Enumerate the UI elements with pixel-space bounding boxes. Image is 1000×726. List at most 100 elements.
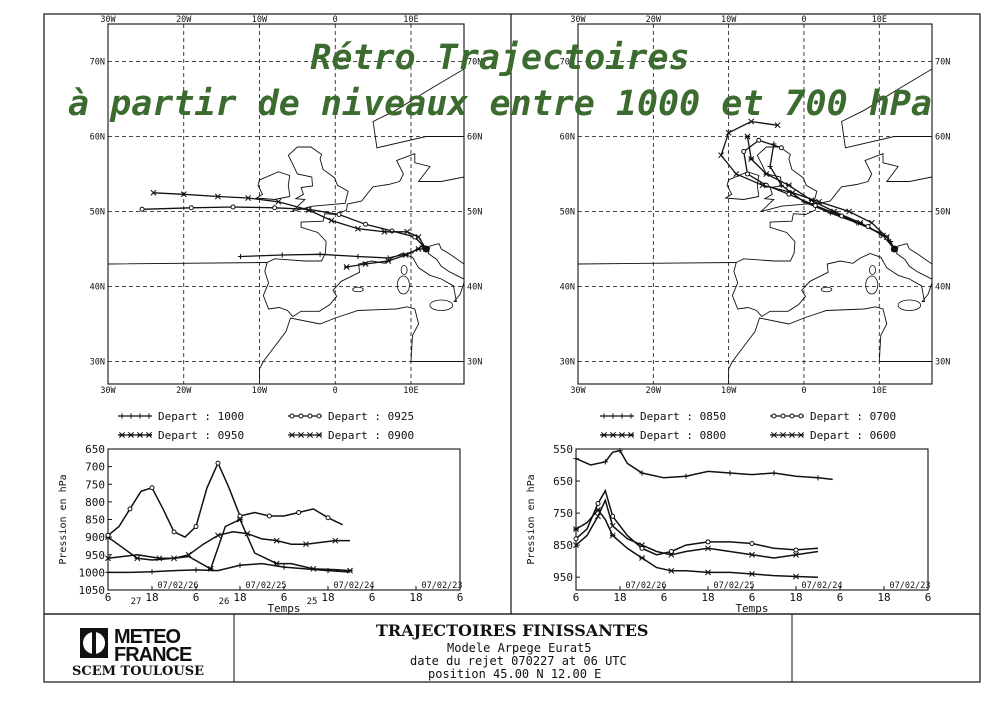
pressure-point bbox=[705, 545, 711, 552]
pressure-point bbox=[215, 460, 221, 466]
island-3 bbox=[820, 286, 833, 293]
pressure-series-0600 bbox=[575, 498, 819, 559]
pressure-point bbox=[793, 551, 799, 558]
pressure-point bbox=[573, 526, 579, 533]
lat-tick-label-left: 40N bbox=[560, 283, 575, 293]
legend-marker bbox=[298, 413, 304, 419]
trajectory-point bbox=[741, 149, 747, 154]
lat-tick-label-left: 30N bbox=[90, 358, 105, 368]
pressure-point bbox=[193, 567, 199, 573]
pressure-point bbox=[171, 529, 177, 535]
x-tick-label: 18 bbox=[613, 591, 626, 604]
y-axis-label: Pression en hPa bbox=[526, 474, 537, 564]
legend-marker bbox=[619, 432, 625, 438]
island-2 bbox=[429, 299, 454, 311]
legend-marker bbox=[289, 432, 295, 438]
lon-tick-label-top: 0 bbox=[801, 15, 806, 25]
trajectory-point bbox=[328, 217, 335, 224]
coastline-0 bbox=[287, 146, 349, 212]
legend-marker bbox=[789, 413, 795, 419]
lon-tick-label-bottom: 20W bbox=[646, 386, 662, 396]
trajectory-point bbox=[778, 182, 784, 188]
lat-tick-label-left: 50N bbox=[560, 208, 575, 218]
trajectory-point bbox=[812, 203, 818, 208]
map-panel-2: 30W 30W 20W 20W 10W 10W 0 0 10E 10E 70N 70N 60N 60N 50… bbox=[560, 15, 951, 396]
lon-tick-label-bottom: 10W bbox=[252, 386, 268, 396]
lat-tick-label-left: 40N bbox=[90, 283, 105, 293]
pressure-point bbox=[705, 569, 711, 576]
lat-tick-label-right: 60N bbox=[935, 133, 950, 143]
pressure-point bbox=[237, 513, 243, 519]
x-tick-label: 6 bbox=[661, 591, 668, 604]
y-tick-label: 1000 bbox=[79, 566, 106, 579]
trajectory-point bbox=[744, 133, 751, 140]
lat-tick-label-left: 60N bbox=[560, 133, 575, 143]
lat-tick-label-left: 60N bbox=[90, 133, 105, 143]
trajectory-line-4 bbox=[153, 192, 427, 250]
legend-label: Depart : 0925 bbox=[328, 410, 414, 423]
legend-marker bbox=[780, 413, 786, 419]
trajectory-point bbox=[744, 171, 750, 177]
legend-marker bbox=[128, 432, 134, 438]
pressure-point bbox=[310, 565, 317, 572]
trajectory-point bbox=[415, 246, 422, 252]
date-label: 07/02/25 bbox=[246, 581, 287, 591]
handwritten-note: 27 bbox=[131, 597, 142, 607]
pressure-chart-border bbox=[575, 448, 929, 591]
island-0 bbox=[865, 275, 879, 295]
trajectory-point bbox=[245, 195, 252, 201]
legend-marker bbox=[601, 432, 607, 438]
y-tick-label: 650 bbox=[553, 475, 573, 488]
lon-tick-label-bottom: 30W bbox=[570, 386, 586, 396]
pressure-point bbox=[237, 562, 243, 568]
map-border bbox=[577, 23, 933, 385]
legend-marker bbox=[628, 432, 634, 438]
legend-label: Depart : 0950 bbox=[158, 429, 244, 442]
trajectory-point bbox=[883, 234, 890, 240]
pressure-point bbox=[105, 569, 111, 575]
x-axis-label: Temps bbox=[267, 602, 300, 615]
x-tick-label: 18 bbox=[789, 591, 802, 604]
legend-marker bbox=[128, 413, 134, 419]
lon-tick-label-top: 10W bbox=[252, 15, 268, 25]
lon-tick-label-bottom: 20W bbox=[176, 386, 192, 396]
trajectory-point bbox=[139, 206, 145, 212]
legend-marker bbox=[137, 413, 143, 419]
y-tick-label: 650 bbox=[85, 443, 105, 456]
lat-tick-label-right: 50N bbox=[467, 208, 482, 218]
pressure-point bbox=[573, 536, 579, 542]
lon-tick-label-top: 10E bbox=[403, 15, 418, 25]
pressure-point bbox=[617, 448, 623, 454]
trajectory-point bbox=[767, 163, 773, 170]
pressure-point bbox=[639, 470, 645, 476]
trajectory-point bbox=[305, 207, 312, 213]
pressure-point bbox=[149, 485, 155, 491]
lat-tick-label-right: 70N bbox=[467, 58, 482, 68]
date-label: 07/02/26 bbox=[158, 581, 199, 591]
trajectory-point bbox=[748, 118, 755, 125]
trajectory-line-3 bbox=[742, 139, 895, 250]
x-tick-label: 18 bbox=[409, 591, 422, 604]
pressure-point bbox=[303, 541, 309, 548]
pressure-point bbox=[573, 456, 579, 462]
island-3 bbox=[352, 286, 364, 293]
lat-tick-label-right: 30N bbox=[935, 358, 950, 368]
trajectory-point bbox=[385, 258, 392, 264]
legend-marker bbox=[298, 432, 304, 438]
pressure-point bbox=[639, 545, 645, 551]
legend-marker bbox=[610, 413, 616, 419]
pressure-point bbox=[668, 551, 675, 558]
legend-marker bbox=[771, 413, 777, 419]
x-tick-label: 18 bbox=[877, 591, 890, 604]
legend-marker bbox=[289, 413, 295, 419]
legend-marker bbox=[146, 432, 152, 438]
pressure-point bbox=[281, 564, 287, 570]
trajectory-line-1 bbox=[240, 245, 427, 259]
meteo-france-logo bbox=[80, 628, 108, 658]
lat-tick-label-right: 40N bbox=[467, 283, 482, 293]
coastline-0 bbox=[756, 146, 818, 212]
pressure-point bbox=[639, 542, 645, 549]
pressure-series-0850 bbox=[575, 449, 833, 481]
chart-title-line-1: Rétro Trajectoires bbox=[310, 38, 690, 78]
